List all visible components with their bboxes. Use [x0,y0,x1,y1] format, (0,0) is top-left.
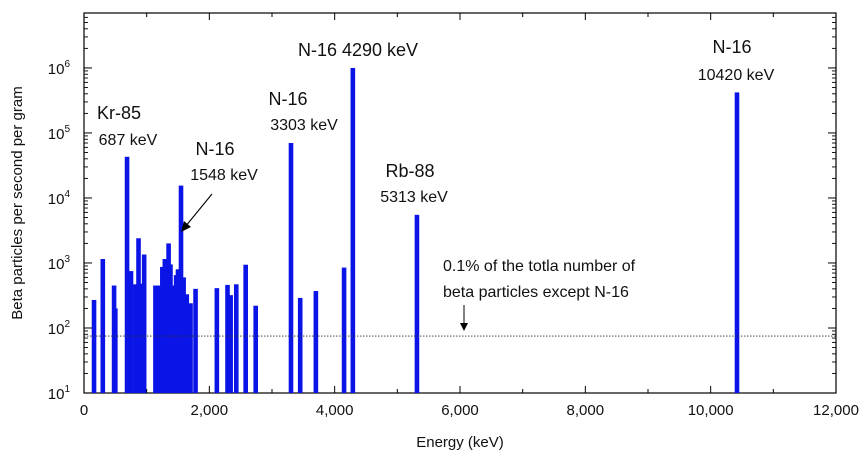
x-tick-label: 4,000 [316,402,354,419]
x-tick-label: 10,000 [688,402,734,419]
x-tick-label: 0 [80,402,88,419]
bar-2340-kev [228,295,233,393]
bar-1640-kev [184,294,190,393]
x-axis-ticks: 0 2,000 4,000 6,000 8,000 10,000 12,000 [80,13,859,419]
annotation-kr85: Kr-85 687 keV [97,103,158,149]
bar-1420-kev [170,285,176,393]
bar-960-kev [141,254,147,393]
bar-3700-kev [313,291,319,393]
annotation-n16-3303-energy: 3303 keV [270,117,338,134]
bar-2430-kev [233,284,239,393]
annotation-n16-1548-name: N-16 [195,139,234,159]
bar-1700-kev [188,303,193,393]
annotation-n16-4290: N-16 4290 keV [298,40,418,60]
bar-2120-kev [214,288,220,393]
y-tick-label: 101 [48,384,71,403]
reference-line-label-1: 0.1% of the totla number of [443,258,636,275]
bar-500-kev [113,308,118,393]
annotation-n16-10420-name: N-16 [712,37,751,57]
y-axis-ticks: 101 102 103 104 105 106 [48,12,836,403]
x-tick-label: 12,000 [813,402,859,419]
arrow-head [181,221,191,232]
bar-870-kev [136,238,141,393]
ref-arrow-head [460,323,468,331]
annotation-n16-3303: N-16 3303 keV [268,89,338,134]
annotation-n16-10420-energy: 10420 keV [698,67,775,84]
bar-920-kev [139,283,144,393]
arrow-shaft [184,193,213,228]
bar-1140-kev [153,285,158,393]
annotation-rb88-energy: 5313 keV [380,189,448,206]
bar-5313-kev [414,214,420,393]
bar-1200-kev [156,285,162,393]
bar-1250-kev [160,266,165,393]
bar-2290-kev [225,284,230,393]
bar-1590-kev [181,277,186,393]
bar-2740-kev [253,305,259,393]
annotation-rb88: Rb-88 5313 keV [380,161,448,206]
annotation-n16-10420: N-16 10420 keV [698,37,775,84]
bar-160-kev [91,299,97,393]
y-tick-label: 106 [48,59,71,78]
bar-1548-kev [178,185,184,393]
annotation-n16-3303-name: N-16 [268,89,307,109]
y-tick-label: 103 [48,254,71,273]
annotation-n16-1548-energy: 1548 keV [190,167,258,184]
annotation-arrow-1548 [181,193,213,232]
bar-1500-kev [175,269,181,393]
x-tick-label: 8,000 [567,402,605,419]
x-axis-label: Energy (keV) [416,434,504,451]
reference-line-arrow [460,305,468,331]
bars-group [91,67,740,394]
annotation-rb88-name: Rb-88 [385,161,434,181]
bar-3450-kev [297,297,303,393]
bar-3303-kev [288,143,294,393]
bar-1780-kev [193,288,198,393]
annotation-kr85-energy: 687 keV [99,132,158,149]
bar-4150-kev [341,267,347,393]
y-axis-label: Beta particles per second per gram [9,86,26,319]
bar-2580-kev [243,264,248,393]
annotation-n16-4290-name: N-16 4290 keV [298,40,418,60]
x-tick-label: 6,000 [441,402,479,419]
annotation-kr85-name: Kr-85 [97,103,141,123]
bar-300-kev [100,259,106,393]
bar-820-kev [133,284,138,393]
x-tick-label: 2,000 [191,402,229,419]
bar-750-kev [128,271,134,393]
annotation-n16-1548: N-16 1548 keV [190,139,258,184]
y-tick-label: 105 [48,124,71,143]
reference-line-label-2: beta particles except N-16 [443,284,629,301]
bar-10420-kev [734,92,740,394]
bar-4290-kev [350,67,356,393]
y-tick-label: 104 [48,189,71,208]
bar-687-kev [124,156,130,393]
y-tick-label: 102 [48,319,71,338]
